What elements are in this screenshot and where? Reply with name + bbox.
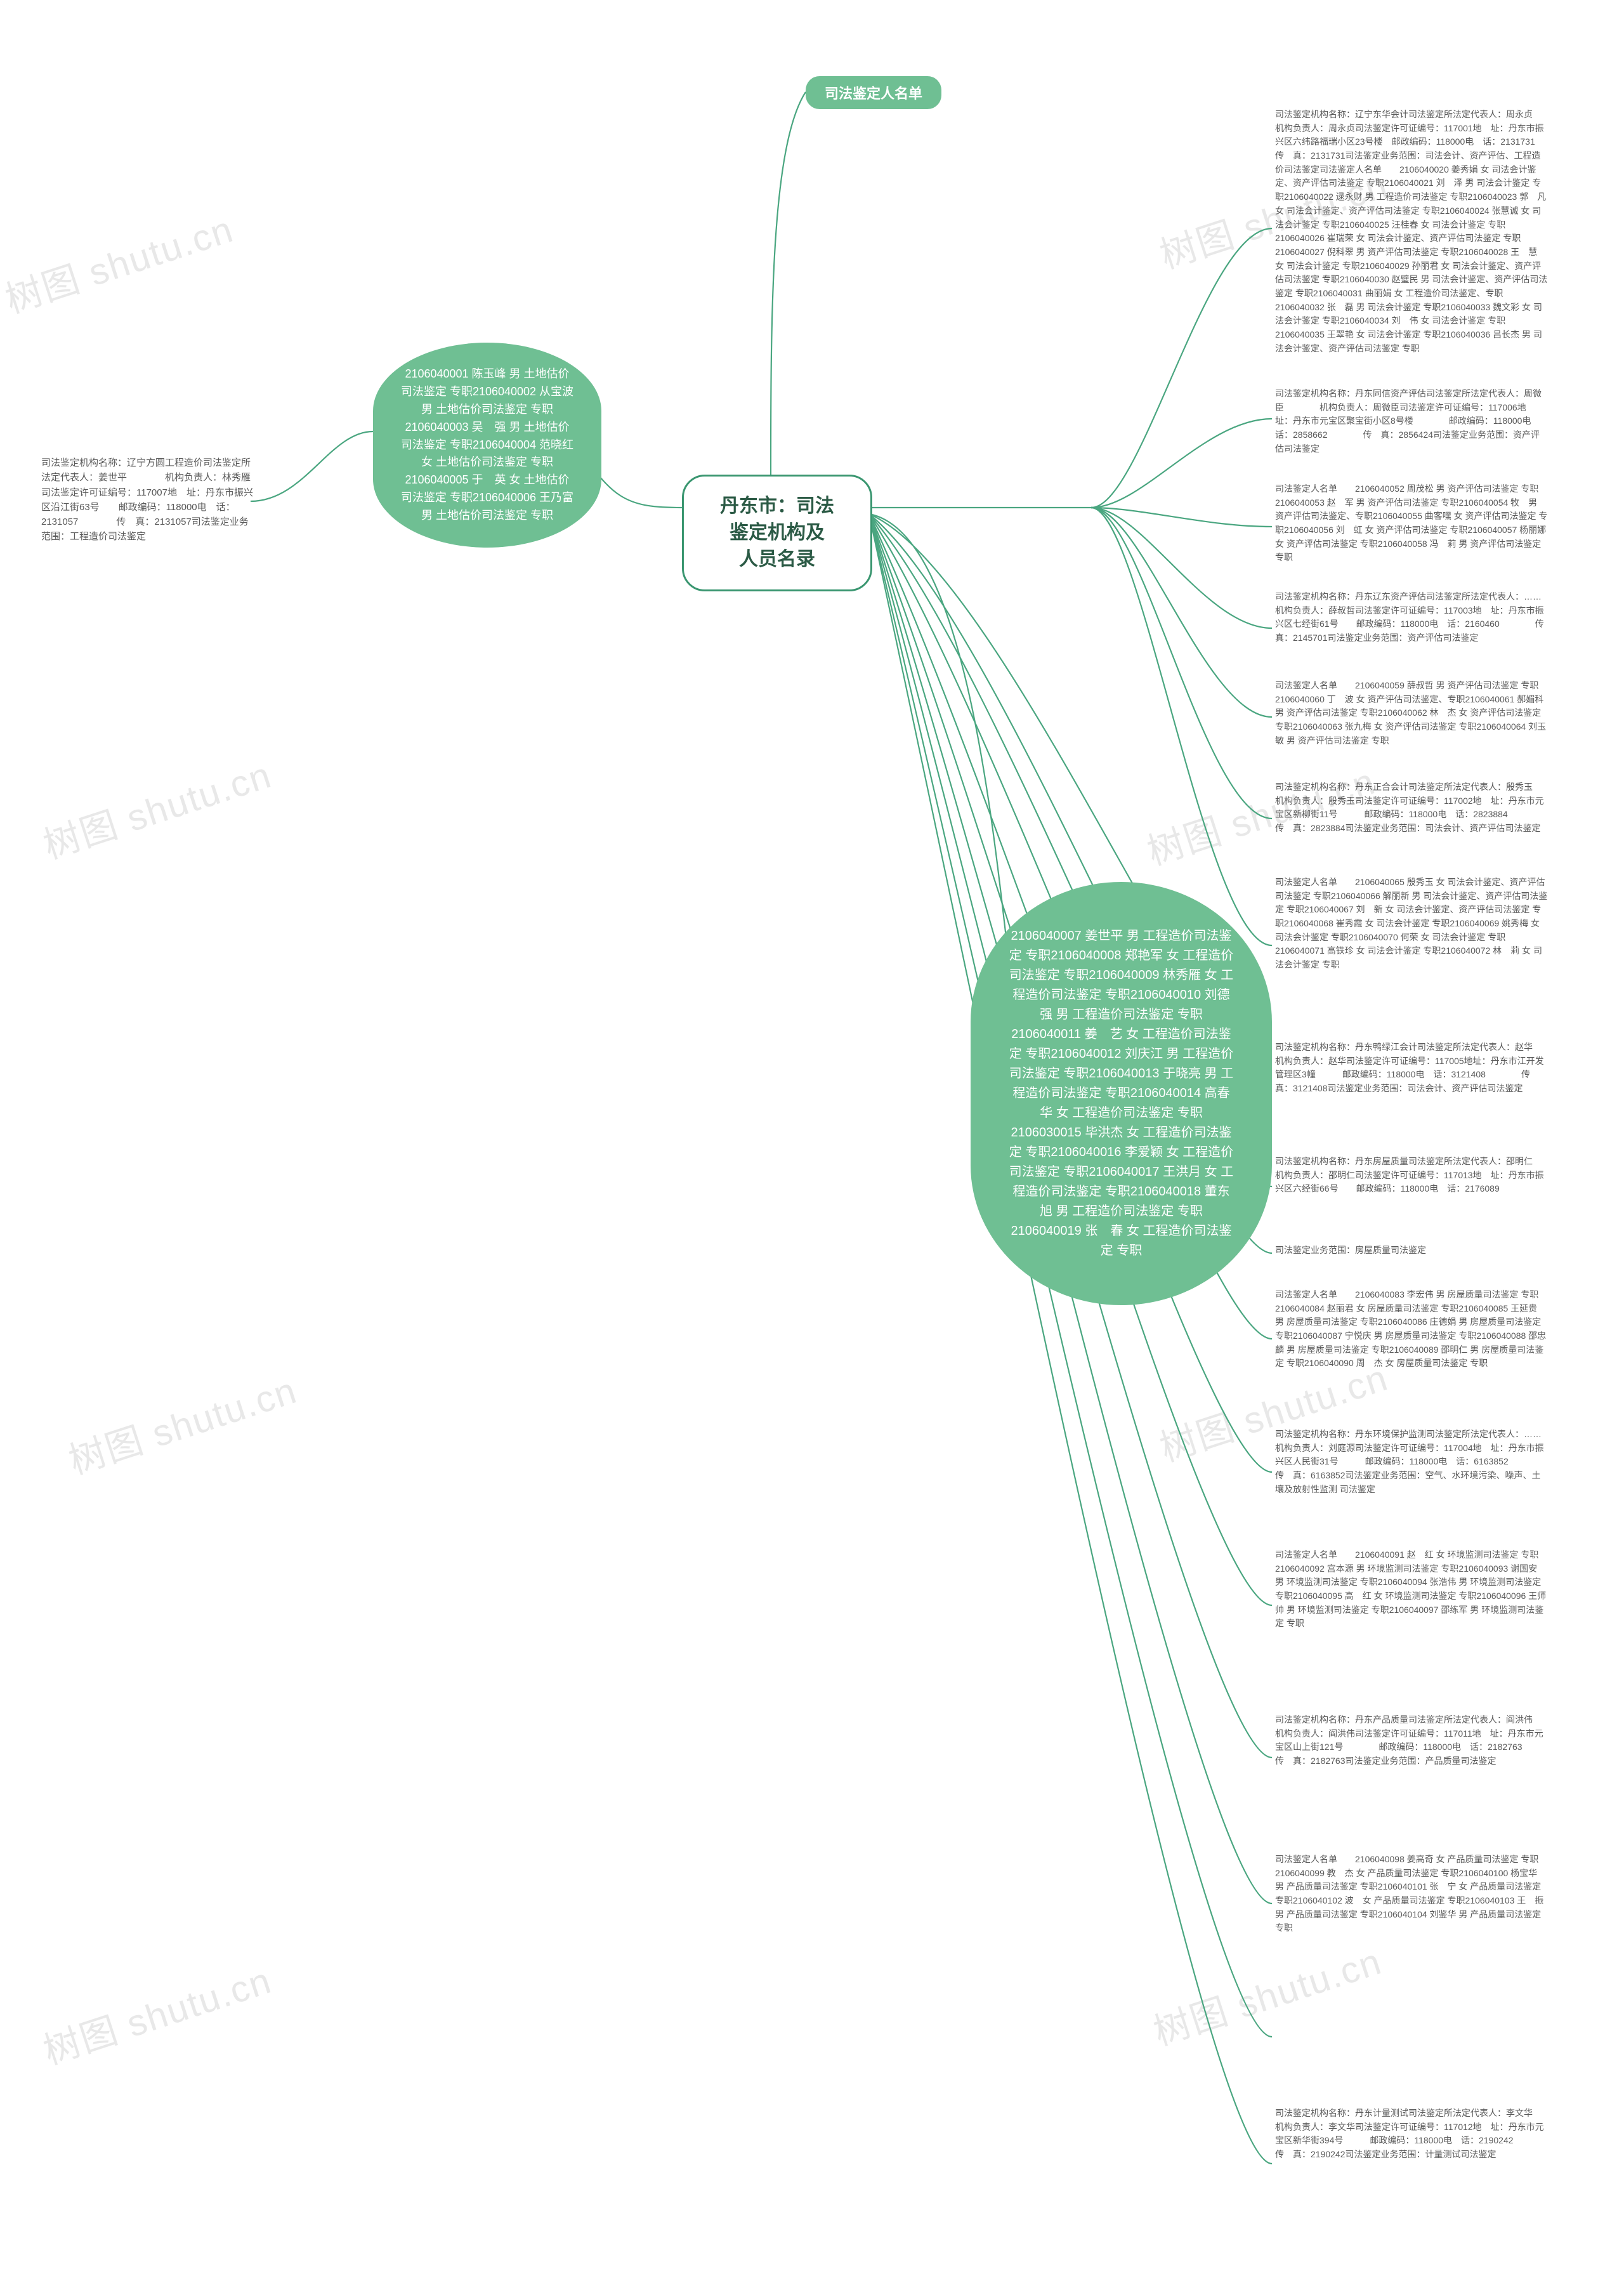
detail-block-9b: 司法鉴定业务范围：房屋质量司法鉴定 bbox=[1275, 1244, 1426, 1258]
root-line1: 丹东市：司法鉴定机构及 bbox=[720, 496, 834, 543]
detail-block-10: 司法鉴定人名单 2106040083 李宏伟 男 房屋质量司法鉴定 专职2106… bbox=[1275, 1288, 1548, 1371]
detail-block-12: 司法鉴定人名单 2106040091 赵 红 女 环境监测司法鉴定 专职2106… bbox=[1275, 1548, 1548, 1631]
watermark: 树图 shutu.cn bbox=[1146, 1931, 1387, 2055]
detail-block-9: 司法鉴定机构名称：丹东房屋质量司法鉴定所法定代表人：邵明仁 机构负责人：邵明仁司… bbox=[1275, 1155, 1548, 1196]
detail-block-14: 司法鉴定人名单 2106040098 姜高奇 女 产品质量司法鉴定 专职2106… bbox=[1275, 1853, 1548, 1935]
detail-block-4: 司法鉴定机构名称：丹东辽东资产评估司法鉴定所法定代表人：…… 机构负责人：薛叔哲… bbox=[1275, 590, 1548, 645]
detail-block-15: 司法鉴定机构名称：丹东计量测试司法鉴定所法定代表人：李文华 机构负责人：李文华司… bbox=[1275, 2107, 1548, 2162]
left-pill: 2106040001 陈玉峰 男 土地估价司法鉴定 专职2106040002 从… bbox=[373, 343, 601, 548]
root-node: 丹东市：司法鉴定机构及 人员名录 bbox=[682, 475, 872, 591]
big-pill: 2106040007 姜世平 男 工程造价司法鉴定 专职2106040008 郑… bbox=[971, 882, 1272, 1305]
detail-block-11: 司法鉴定机构名称：丹东环境保护监测司法鉴定所法定代表人：…… 机构负责人：刘庭源… bbox=[1275, 1428, 1548, 1496]
watermark: 树图 shutu.cn bbox=[61, 1360, 303, 1484]
detail-block-5: 司法鉴定人名单 2106040059 薛叔哲 男 资产评估司法鉴定 专职2106… bbox=[1275, 679, 1548, 747]
detail-block-7: 司法鉴定人名单 2106040065 殷秀玉 女 司法会计鉴定、资产评估司法鉴定… bbox=[1275, 876, 1548, 972]
watermark: 树图 shutu.cn bbox=[36, 1950, 277, 2074]
detail-block-6: 司法鉴定机构名称：丹东正合会计司法鉴定所法定代表人：殷秀玉 机构负责人：殷秀玉司… bbox=[1275, 780, 1548, 836]
top-title-pill: 司法鉴定人名单 bbox=[806, 76, 941, 109]
root-line2: 人员名录 bbox=[739, 549, 815, 570]
detail-block-2: 司法鉴定机构名称：丹东同信资产评估司法鉴定所法定代表人：周微臣 机构负责人：周微… bbox=[1275, 387, 1548, 456]
detail-block-8: 司法鉴定机构名称：丹东鸭绿江会计司法鉴定所法定代表人：赵华 机构负责人：赵华司法… bbox=[1275, 1041, 1548, 1096]
watermark: 树图 shutu.cn bbox=[0, 199, 239, 323]
detail-block-13: 司法鉴定机构名称：丹东产品质量司法鉴定所法定代表人：阎洪伟 机构负责人：阎洪伟司… bbox=[1275, 1713, 1548, 1768]
watermark: 树图 shutu.cn bbox=[36, 745, 277, 869]
left-org-text: 司法鉴定机构名称：辽宁方圆工程造价司法鉴定所法定代表人：姜世平 机构负责人：林秀… bbox=[41, 456, 254, 544]
detail-block-3: 司法鉴定人名单 2106040052 周茂松 男 资产评估司法鉴定 专职2106… bbox=[1275, 482, 1548, 565]
detail-block-1: 司法鉴定机构名称：辽宁东华会计司法鉴定所法定代表人：周永贞 机构负责人：周永贞司… bbox=[1275, 108, 1548, 355]
